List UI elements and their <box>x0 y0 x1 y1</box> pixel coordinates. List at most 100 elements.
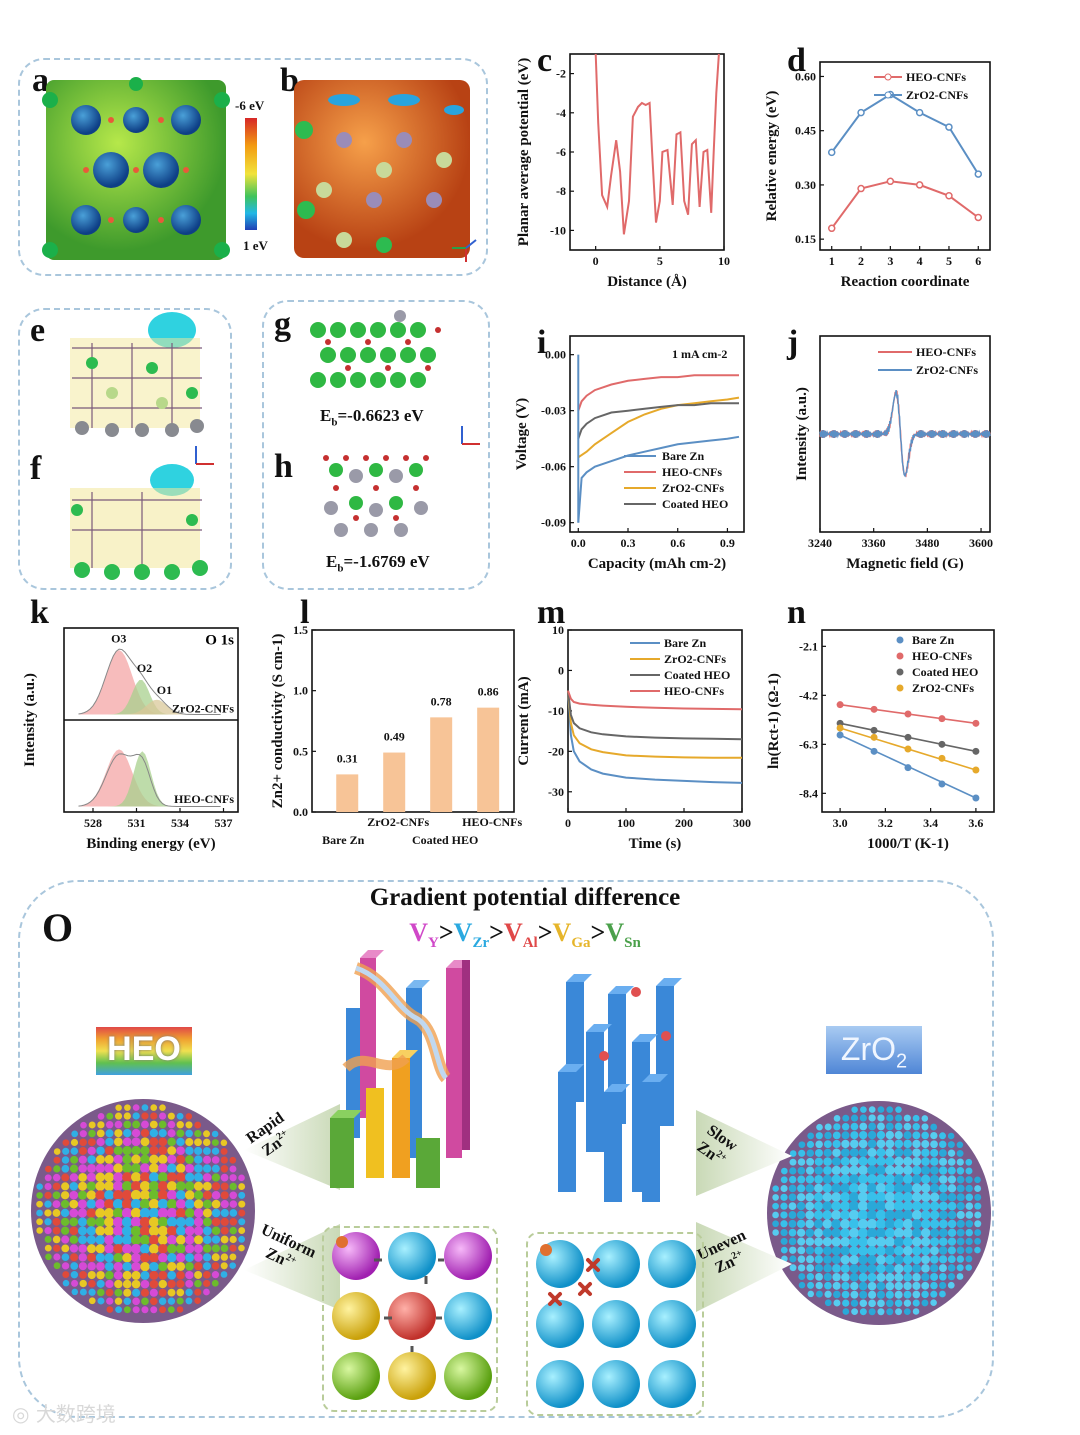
sphere-atom <box>114 1112 123 1120</box>
sphere-atom <box>96 1270 105 1280</box>
series-line <box>577 402 739 440</box>
sphere-atom <box>69 1164 79 1173</box>
sphere-atom <box>965 1211 974 1219</box>
sphere-atom <box>52 1200 61 1209</box>
sphere-atom <box>831 1255 841 1265</box>
sphere-atom <box>44 1244 52 1252</box>
sphere-atom <box>95 1235 106 1245</box>
sphere-atom <box>851 1308 858 1316</box>
sphere-atom <box>96 1262 105 1271</box>
sphere-atom <box>238 1191 246 1199</box>
data-point <box>974 213 983 222</box>
sphere-atom <box>202 1217 212 1227</box>
legend-label: HEO-CNFs <box>664 684 724 698</box>
sphere-atom <box>45 1253 52 1261</box>
sphere-atom <box>123 1306 131 1314</box>
sphere-atom <box>903 1299 912 1307</box>
sphere-atom <box>859 1122 868 1131</box>
sphere-atom <box>184 1181 195 1191</box>
sphere-atom <box>52 1173 61 1182</box>
sphere-atom <box>938 1228 948 1238</box>
sphere-atom <box>211 1182 221 1191</box>
sphere-atom <box>112 1189 124 1201</box>
sphere-atom <box>921 1264 930 1273</box>
sphere-atom <box>867 1165 877 1176</box>
sphere-atom <box>77 1217 88 1227</box>
sphere-atom <box>780 1237 788 1245</box>
series-line <box>567 690 742 759</box>
sphere-atom <box>95 1217 106 1227</box>
sphere-atom <box>867 1254 877 1265</box>
sphere-atom <box>912 1165 922 1175</box>
y-tick-label: -8.4 <box>799 786 818 800</box>
sphere-atom <box>956 1141 964 1149</box>
sphere-atom <box>858 1245 868 1256</box>
sphere-atom <box>788 1202 797 1211</box>
eb-number: =-0.6623 eV <box>337 406 424 425</box>
sphere-atom <box>44 1226 52 1235</box>
sphere-atom <box>911 1192 922 1202</box>
sphere-atom <box>848 1209 860 1221</box>
sphere-atom <box>220 1244 229 1253</box>
sphere-atom <box>884 1236 896 1247</box>
sphere-atom <box>175 1226 186 1236</box>
sphere-atom <box>95 1226 106 1236</box>
sphere-atom <box>840 1192 851 1203</box>
sphere-atom <box>822 1174 832 1184</box>
sphere-atom <box>70 1271 79 1279</box>
sphere-atom <box>849 1272 859 1282</box>
plot-frame <box>311 629 515 813</box>
sphere-atom <box>840 1201 851 1212</box>
sphere-atom <box>832 1139 841 1149</box>
sphere-atom <box>930 1281 938 1290</box>
sphere-atom <box>849 1263 859 1274</box>
sphere-atom <box>947 1281 955 1289</box>
sphere-atom <box>95 1155 105 1164</box>
sphere-atom <box>956 1210 965 1220</box>
sphere-atom <box>36 1192 43 1199</box>
sphere-atom <box>229 1262 236 1269</box>
sphere-atom <box>149 1128 158 1138</box>
zro2-text: ZrO <box>840 1031 896 1067</box>
sphere-atom <box>131 1163 141 1174</box>
sphere-atom <box>220 1173 229 1182</box>
sphere-atom <box>70 1253 79 1262</box>
sphere-atom <box>77 1199 88 1209</box>
vacancy-sub: Al <box>522 935 538 952</box>
sphere-atom <box>797 1158 806 1166</box>
sphere-atom <box>176 1279 185 1288</box>
sphere-atom <box>60 1217 70 1226</box>
sphere-atom <box>824 1299 832 1307</box>
sphere-atom <box>122 1137 132 1147</box>
y-axis-label: Relative energy (eV) <box>764 91 780 222</box>
sphere-atom <box>921 1131 929 1140</box>
sphere-atom <box>150 1104 158 1111</box>
sphere-atom <box>70 1262 79 1270</box>
sphere-atom <box>131 1279 141 1289</box>
sphere-atom <box>176 1262 186 1271</box>
y-tick-label: -6.3 <box>799 737 818 751</box>
data-point <box>870 726 878 734</box>
sphere-atom <box>920 1192 931 1202</box>
sphere-atom <box>841 1139 850 1149</box>
sphere-atom <box>857 1218 869 1230</box>
sphere-atom <box>921 1140 930 1149</box>
sphere-atom <box>139 1172 151 1183</box>
sphere-atom <box>912 1299 920 1307</box>
plot-frame <box>821 629 995 813</box>
sphere-atom <box>194 1129 202 1138</box>
sphere-atom <box>158 1112 167 1120</box>
sphere-atom <box>61 1156 70 1164</box>
sphere-atom <box>938 1149 947 1157</box>
sphere-atom <box>921 1148 930 1157</box>
sphere-atom <box>947 1158 956 1166</box>
sphere-atom <box>938 1183 948 1193</box>
sphere-atom <box>894 1299 903 1307</box>
sphere-atom <box>912 1139 921 1149</box>
sphere-atom <box>86 1199 97 1209</box>
sphere-atom <box>184 1217 195 1227</box>
sphere-atom <box>902 1209 914 1221</box>
sphere-atom <box>772 1229 779 1236</box>
sphere-atom <box>885 1263 895 1274</box>
sphere-atom <box>229 1182 237 1191</box>
